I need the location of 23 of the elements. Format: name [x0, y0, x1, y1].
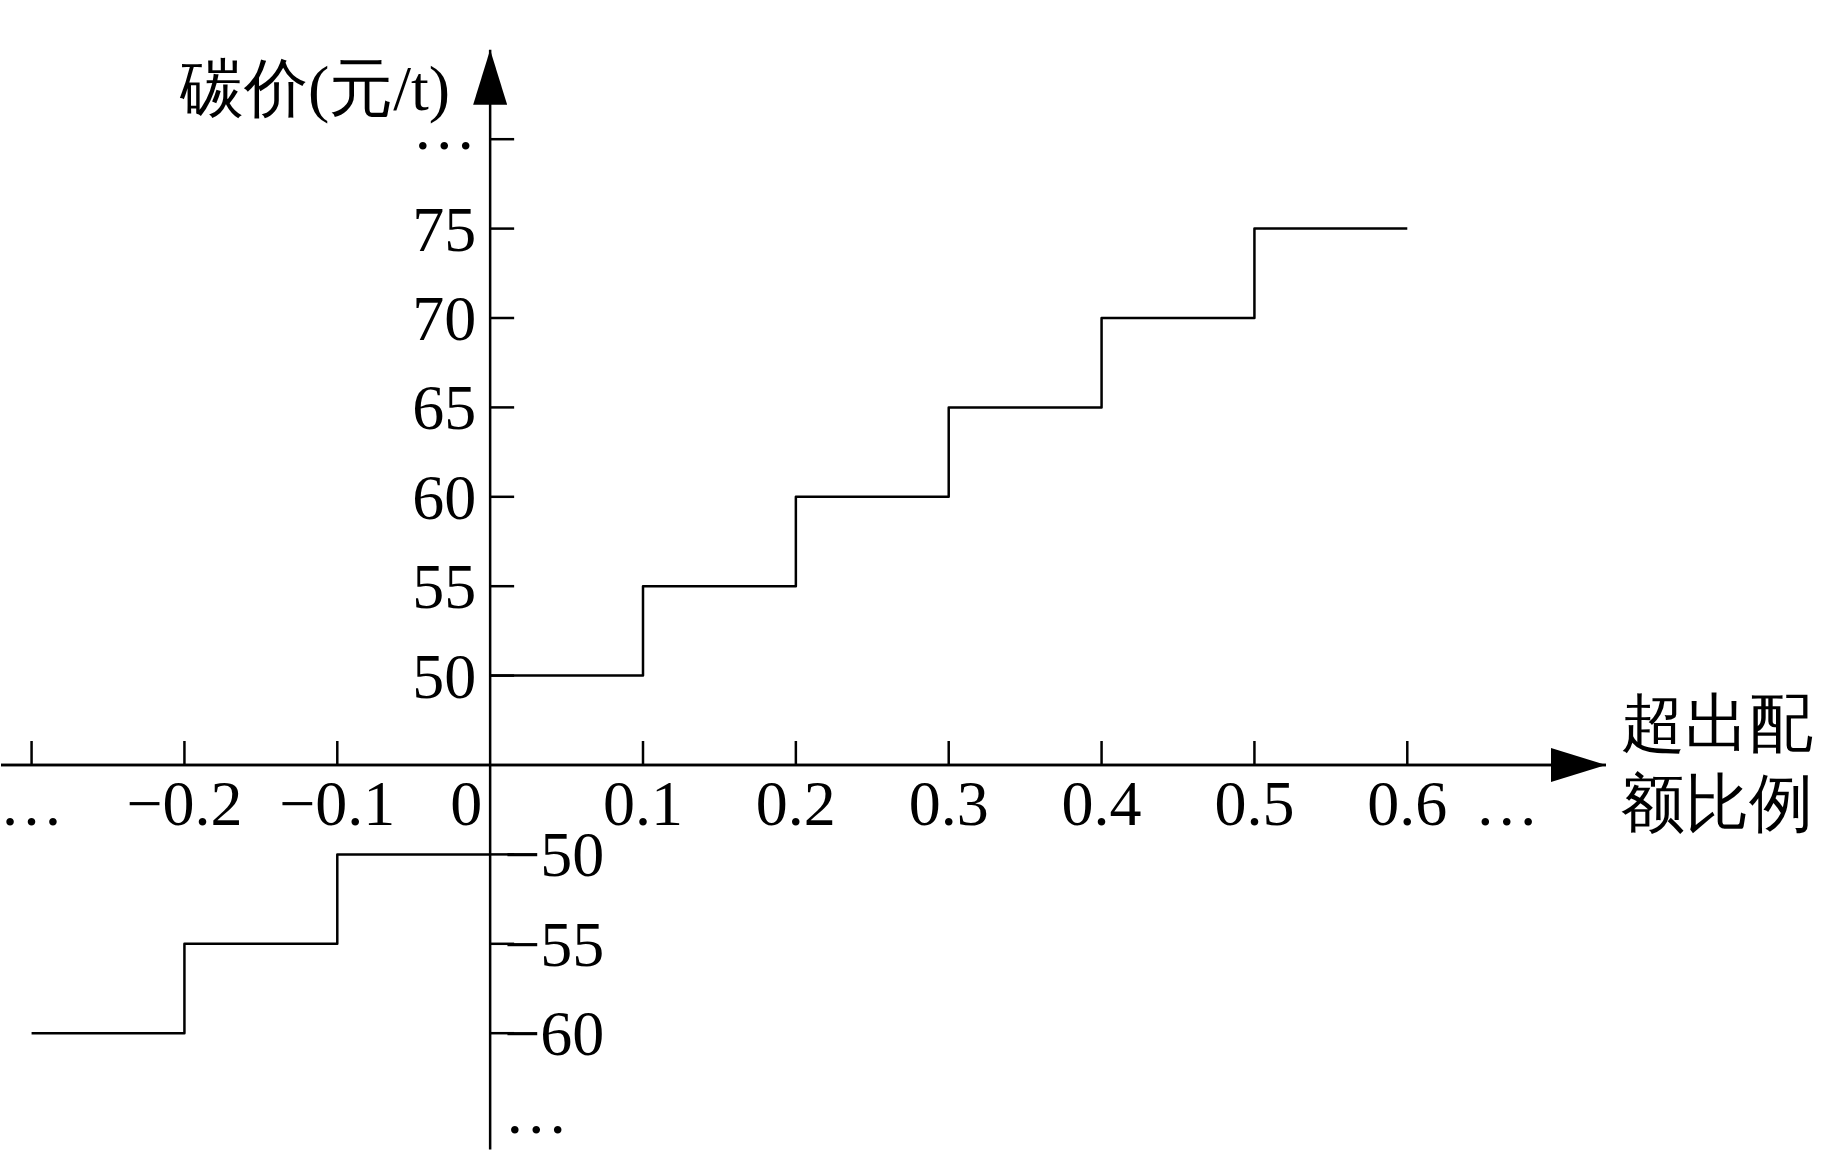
- x-tick-label: 0.4: [1061, 768, 1142, 839]
- x-tick-label: 0.1: [603, 768, 683, 839]
- x-tick-label: −0.2: [126, 768, 243, 839]
- y-tick-label: 70: [412, 283, 477, 354]
- x-tick-label: 0.3: [908, 768, 989, 839]
- y-tick-label: 50: [412, 640, 477, 712]
- x-tick-label: 0.6: [1367, 768, 1448, 839]
- y-tick-label: 65: [412, 372, 477, 444]
- y-tick-label: −50: [504, 819, 605, 891]
- y-tick-label: −55: [504, 908, 605, 980]
- x-tick-label: 0: [450, 768, 483, 839]
- x-tick-label: …: [0, 768, 64, 839]
- y-axis-title: 碳价(元/t): [178, 52, 451, 124]
- y-tick-label: …: [504, 1075, 569, 1147]
- x-tick-label: …: [1474, 768, 1539, 839]
- x-tick-label: 0.5: [1214, 768, 1295, 839]
- y-tick-label: −60: [504, 998, 605, 1070]
- x-axis-title: 超出配额比例: [1621, 688, 1813, 839]
- y-tick-label: 75: [412, 193, 477, 265]
- x-tick-label: 0.2: [755, 768, 836, 839]
- y-tick-label: 60: [412, 461, 477, 533]
- x-tick-label: −0.1: [279, 768, 396, 839]
- y-tick-label: 55: [412, 551, 477, 623]
